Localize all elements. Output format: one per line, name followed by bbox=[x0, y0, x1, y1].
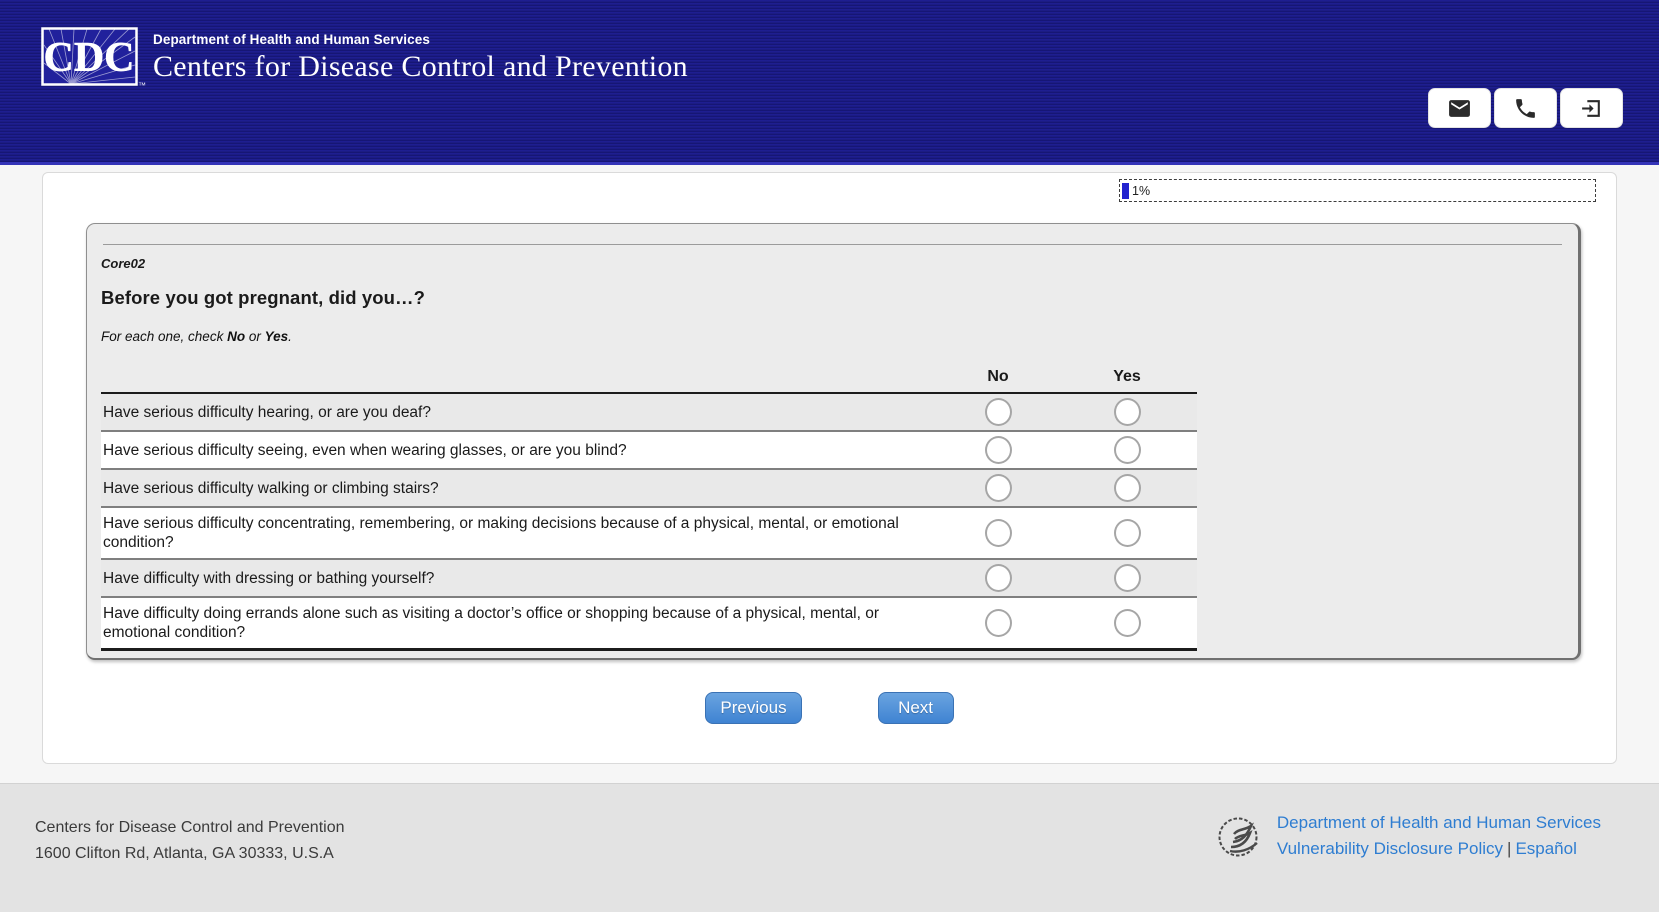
footer-org-name: Centers for Disease Control and Preventi… bbox=[35, 819, 345, 836]
question-card: Core02 Before you got pregnant, did you…… bbox=[86, 223, 1581, 660]
cdc-logo-text: CDC bbox=[44, 35, 135, 81]
instruction-no: No bbox=[227, 329, 246, 344]
column-header-no: No bbox=[987, 368, 1009, 385]
table-row: Have serious difficulty hearing, or are … bbox=[101, 394, 1197, 430]
exit-icon bbox=[1582, 99, 1600, 117]
progress-bar: 1% bbox=[1119, 179, 1596, 202]
hhs-logo-icon bbox=[1218, 817, 1258, 857]
footer-address: 1600 Clifton Rd, Atlanta, GA 30333, U.S.… bbox=[35, 845, 334, 862]
instruction-yes: Yes bbox=[264, 329, 289, 344]
cdc-logo: CDC ™ bbox=[41, 27, 146, 90]
table-row: Have serious difficulty concentrating, r… bbox=[101, 506, 1197, 558]
radio-no-row-3[interactable] bbox=[984, 474, 1012, 502]
question-code: Core02 bbox=[101, 256, 146, 271]
agency-header: CDC ™ Department of Health and Human Ser… bbox=[41, 27, 688, 90]
header-banner: CDC ™ Department of Health and Human Ser… bbox=[0, 0, 1659, 165]
table-row: Have serious difficulty seeing, even whe… bbox=[101, 430, 1197, 468]
radio-no-row-4[interactable] bbox=[984, 519, 1012, 547]
row-question: Have difficulty doing errands alone such… bbox=[103, 605, 880, 641]
table-row: Have difficulty with dressing or bathing… bbox=[101, 558, 1197, 596]
table-row: Have serious difficulty walking or climb… bbox=[101, 468, 1197, 506]
department-line: Department of Health and Human Services bbox=[153, 32, 430, 47]
phone-icon bbox=[1516, 98, 1535, 118]
navigation-buttons: Previous Next bbox=[43, 692, 1616, 724]
table-row: Have difficulty doing errands alone such… bbox=[101, 596, 1197, 648]
trademark-symbol: ™ bbox=[138, 81, 146, 90]
main-content: 1% Core02 Before you got pregnant, did y… bbox=[42, 172, 1617, 764]
hhs-link[interactable]: Department of Health and Human Services bbox=[1276, 813, 1601, 832]
espanol-link[interactable]: Español bbox=[1515, 839, 1577, 858]
radio-no-row-1[interactable] bbox=[984, 398, 1012, 426]
cdc-logo-icon: CDC bbox=[41, 27, 138, 86]
footer: Centers for Disease Control and Preventi… bbox=[0, 783, 1659, 912]
radio-yes-row-6[interactable] bbox=[1113, 609, 1141, 637]
next-button[interactable]: Next bbox=[877, 692, 954, 724]
instruction-middle: or bbox=[245, 329, 265, 344]
radio-no-row-6[interactable] bbox=[984, 609, 1012, 637]
agency-name: Centers for Disease Control and Preventi… bbox=[153, 50, 688, 83]
row-question: Have serious difficulty hearing, or are … bbox=[103, 403, 431, 421]
progress-fill bbox=[1122, 182, 1129, 199]
instruction-suffix: . bbox=[288, 329, 292, 344]
radio-yes-row-1[interactable] bbox=[1113, 398, 1141, 426]
card-divider bbox=[103, 244, 1562, 245]
instruction-prefix: For each one, check bbox=[101, 329, 228, 344]
mail-button[interactable] bbox=[1428, 88, 1491, 128]
radio-no-row-5[interactable] bbox=[984, 564, 1012, 592]
radio-yes-row-4[interactable] bbox=[1113, 519, 1141, 547]
radio-no-row-2[interactable] bbox=[984, 436, 1012, 464]
question-title: Before you got pregnant, did you…? bbox=[101, 287, 426, 308]
exit-button[interactable] bbox=[1560, 88, 1623, 128]
previous-button[interactable]: Previous bbox=[705, 692, 802, 724]
radio-yes-row-3[interactable] bbox=[1113, 474, 1141, 502]
question-instruction: For each one, check No or Yes. bbox=[101, 329, 1564, 344]
row-question: Have difficulty with dressing or bathing… bbox=[103, 569, 435, 587]
link-separator: | bbox=[1507, 839, 1512, 858]
vulnerability-disclosure-link[interactable]: Vulnerability Disclosure Policy bbox=[1276, 839, 1504, 858]
phone-button[interactable] bbox=[1494, 88, 1557, 128]
header-toolbar bbox=[1428, 88, 1623, 128]
radio-yes-row-5[interactable] bbox=[1113, 564, 1141, 592]
row-question: Have serious difficulty walking or climb… bbox=[103, 479, 439, 497]
row-question: Have serious difficulty seeing, even whe… bbox=[103, 441, 627, 459]
radio-yes-row-2[interactable] bbox=[1113, 436, 1141, 464]
mail-icon bbox=[1449, 99, 1470, 117]
column-header-yes: Yes bbox=[1113, 368, 1141, 385]
response-table: No Yes Have serious difficulty hearing, … bbox=[101, 368, 1197, 651]
table-header-row: No Yes bbox=[101, 368, 1197, 394]
progress-label: 1% bbox=[1132, 183, 1151, 198]
row-question: Have serious difficulty concentrating, r… bbox=[103, 515, 899, 551]
